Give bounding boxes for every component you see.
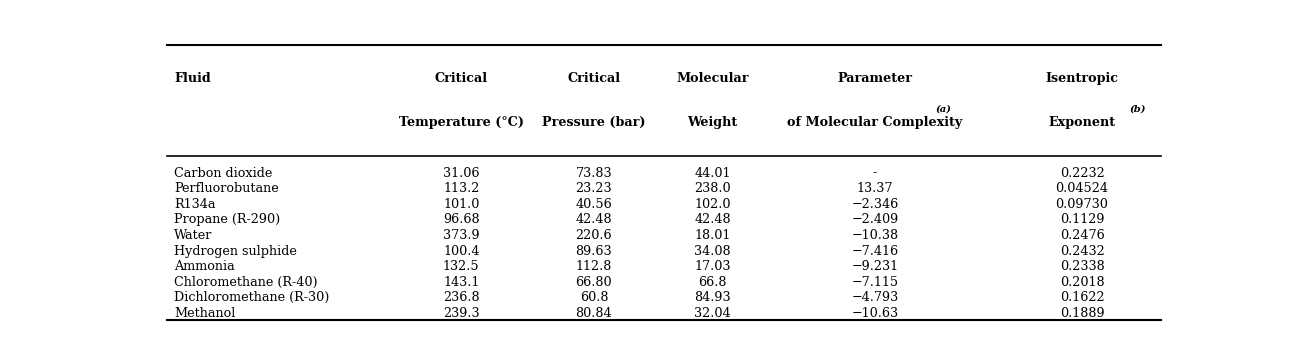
Text: Parameter: Parameter [837,72,912,85]
Text: 0.2476: 0.2476 [1060,229,1104,242]
Text: 89.63: 89.63 [575,245,612,258]
Text: 0.09730: 0.09730 [1056,198,1108,211]
Text: Carbon dioxide: Carbon dioxide [174,167,272,180]
Text: R134a: R134a [174,198,215,211]
Text: 31.06: 31.06 [443,167,480,180]
Text: 101.0: 101.0 [443,198,480,211]
Text: Perfluorobutane: Perfluorobutane [174,182,279,195]
Text: 0.1889: 0.1889 [1060,307,1104,320]
Text: 40.56: 40.56 [575,198,612,211]
Text: −4.793: −4.793 [851,291,898,304]
Text: (b): (b) [1129,105,1146,113]
Text: 32.04: 32.04 [695,307,731,320]
Text: 17.03: 17.03 [695,260,731,273]
Text: −7.416: −7.416 [851,245,898,258]
Text: Isentropic: Isentropic [1046,72,1118,85]
Text: Exponent: Exponent [1048,116,1116,129]
Text: 0.04524: 0.04524 [1055,182,1108,195]
Text: 60.8: 60.8 [579,291,608,304]
Text: Pressure (bar): Pressure (bar) [542,116,645,129]
Text: 18.01: 18.01 [695,229,731,242]
Text: 0.1622: 0.1622 [1060,291,1104,304]
Text: 66.80: 66.80 [575,276,612,289]
Text: 0.2018: 0.2018 [1060,276,1104,289]
Text: Chloromethane (R-40): Chloromethane (R-40) [174,276,318,289]
Text: 113.2: 113.2 [443,182,480,195]
Text: 34.08: 34.08 [695,245,731,258]
Text: 239.3: 239.3 [443,307,480,320]
Text: 102.0: 102.0 [695,198,731,211]
Text: 0.2432: 0.2432 [1060,245,1104,258]
Text: Weight: Weight [687,116,737,129]
Text: Critical: Critical [434,72,487,85]
Text: −9.231: −9.231 [851,260,898,273]
Text: 143.1: 143.1 [443,276,480,289]
Text: Critical: Critical [568,72,621,85]
Text: 373.9: 373.9 [443,229,480,242]
Text: −7.115: −7.115 [851,276,898,289]
Text: 23.23: 23.23 [575,182,612,195]
Text: -: - [874,167,877,180]
Text: 220.6: 220.6 [575,229,612,242]
Text: −10.63: −10.63 [851,307,898,320]
Text: 80.84: 80.84 [575,307,612,320]
Text: 73.83: 73.83 [575,167,612,180]
Text: 0.2338: 0.2338 [1060,260,1104,273]
Text: 84.93: 84.93 [695,291,731,304]
Text: (a): (a) [936,105,951,113]
Text: 132.5: 132.5 [443,260,480,273]
Text: Fluid: Fluid [174,72,211,85]
Text: −2.409: −2.409 [851,213,898,226]
Text: −2.346: −2.346 [851,198,898,211]
Text: of Molecular Complexity: of Molecular Complexity [788,116,963,129]
Text: 0.1129: 0.1129 [1060,213,1104,226]
Text: Temperature (°C): Temperature (°C) [399,116,524,129]
Text: Water: Water [174,229,213,242]
Text: −10.38: −10.38 [851,229,898,242]
Text: 238.0: 238.0 [695,182,731,195]
Text: 96.68: 96.68 [443,213,480,226]
Text: Methanol: Methanol [174,307,236,320]
Text: 112.8: 112.8 [575,260,612,273]
Text: Ammonia: Ammonia [174,260,235,273]
Text: 42.48: 42.48 [575,213,612,226]
Text: 0.2232: 0.2232 [1060,167,1104,180]
Text: 44.01: 44.01 [695,167,731,180]
Text: 13.37: 13.37 [857,182,893,195]
Text: 66.8: 66.8 [699,276,727,289]
Text: Hydrogen sulphide: Hydrogen sulphide [174,245,297,258]
Text: 100.4: 100.4 [443,245,480,258]
Text: Dichloromethane (R-30): Dichloromethane (R-30) [174,291,329,304]
Text: Molecular: Molecular [677,72,749,85]
Text: 42.48: 42.48 [695,213,731,226]
Text: 236.8: 236.8 [443,291,480,304]
Text: Propane (R-290): Propane (R-290) [174,213,280,226]
